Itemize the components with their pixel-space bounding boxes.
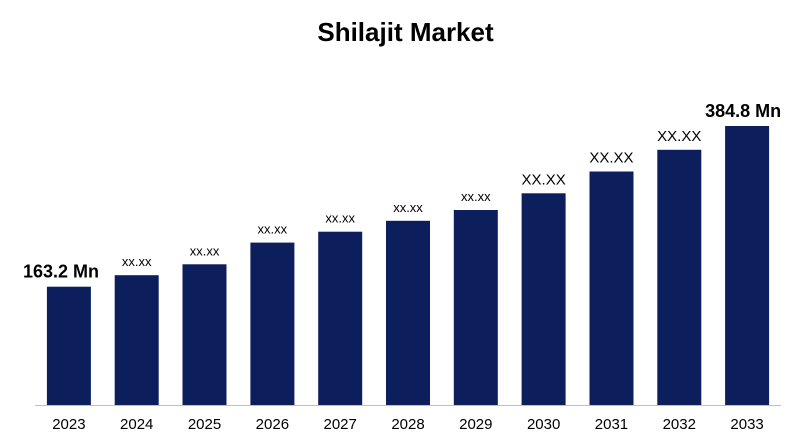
data-label-2028: xx.xx <box>393 200 423 215</box>
data-label-2027: xx.xx <box>325 211 355 226</box>
x-tick-label-2027: 2027 <box>323 416 356 433</box>
x-tick-label-2032: 2032 <box>663 416 696 433</box>
bar-2033 <box>725 126 770 405</box>
x-tick-label-2026: 2026 <box>256 416 289 433</box>
bar-2028 <box>386 220 430 405</box>
bar-2027 <box>318 231 363 405</box>
data-label-2030: XX.XX <box>522 171 566 188</box>
bar-2026 <box>250 242 295 405</box>
bar-2030 <box>521 193 566 405</box>
bar-2023 <box>46 286 91 405</box>
data-label-2031: XX.XX <box>589 150 633 167</box>
data-label-2025: xx.xx <box>190 243 220 258</box>
x-tick-label-2030: 2030 <box>527 416 560 433</box>
data-label-2032: XX.XX <box>657 128 701 145</box>
data-label-2033: 384.8 Mn <box>705 101 781 121</box>
bar-2032 <box>657 149 702 405</box>
bar-2031 <box>589 171 634 405</box>
bar-2024 <box>114 275 159 405</box>
chart-title: Shilajit Market <box>317 17 494 47</box>
data-label-2026: xx.xx <box>258 222 288 237</box>
x-tick-label-2023: 2023 <box>52 416 85 433</box>
data-label-2023: 163.2 Mn <box>23 262 99 282</box>
data-label-2024: xx.xx <box>122 254 152 269</box>
x-tick-label-2024: 2024 <box>120 416 153 433</box>
x-tick-label-2029: 2029 <box>459 416 492 433</box>
x-tick-label-2025: 2025 <box>188 416 221 433</box>
x-tick-label-2028: 2028 <box>391 416 424 433</box>
data-label-2029: xx.xx <box>461 189 491 204</box>
x-tick-label-2031: 2031 <box>595 416 628 433</box>
bar-2029 <box>453 210 498 405</box>
bar-2025 <box>182 264 227 405</box>
x-tick-label-2033: 2033 <box>730 416 763 433</box>
